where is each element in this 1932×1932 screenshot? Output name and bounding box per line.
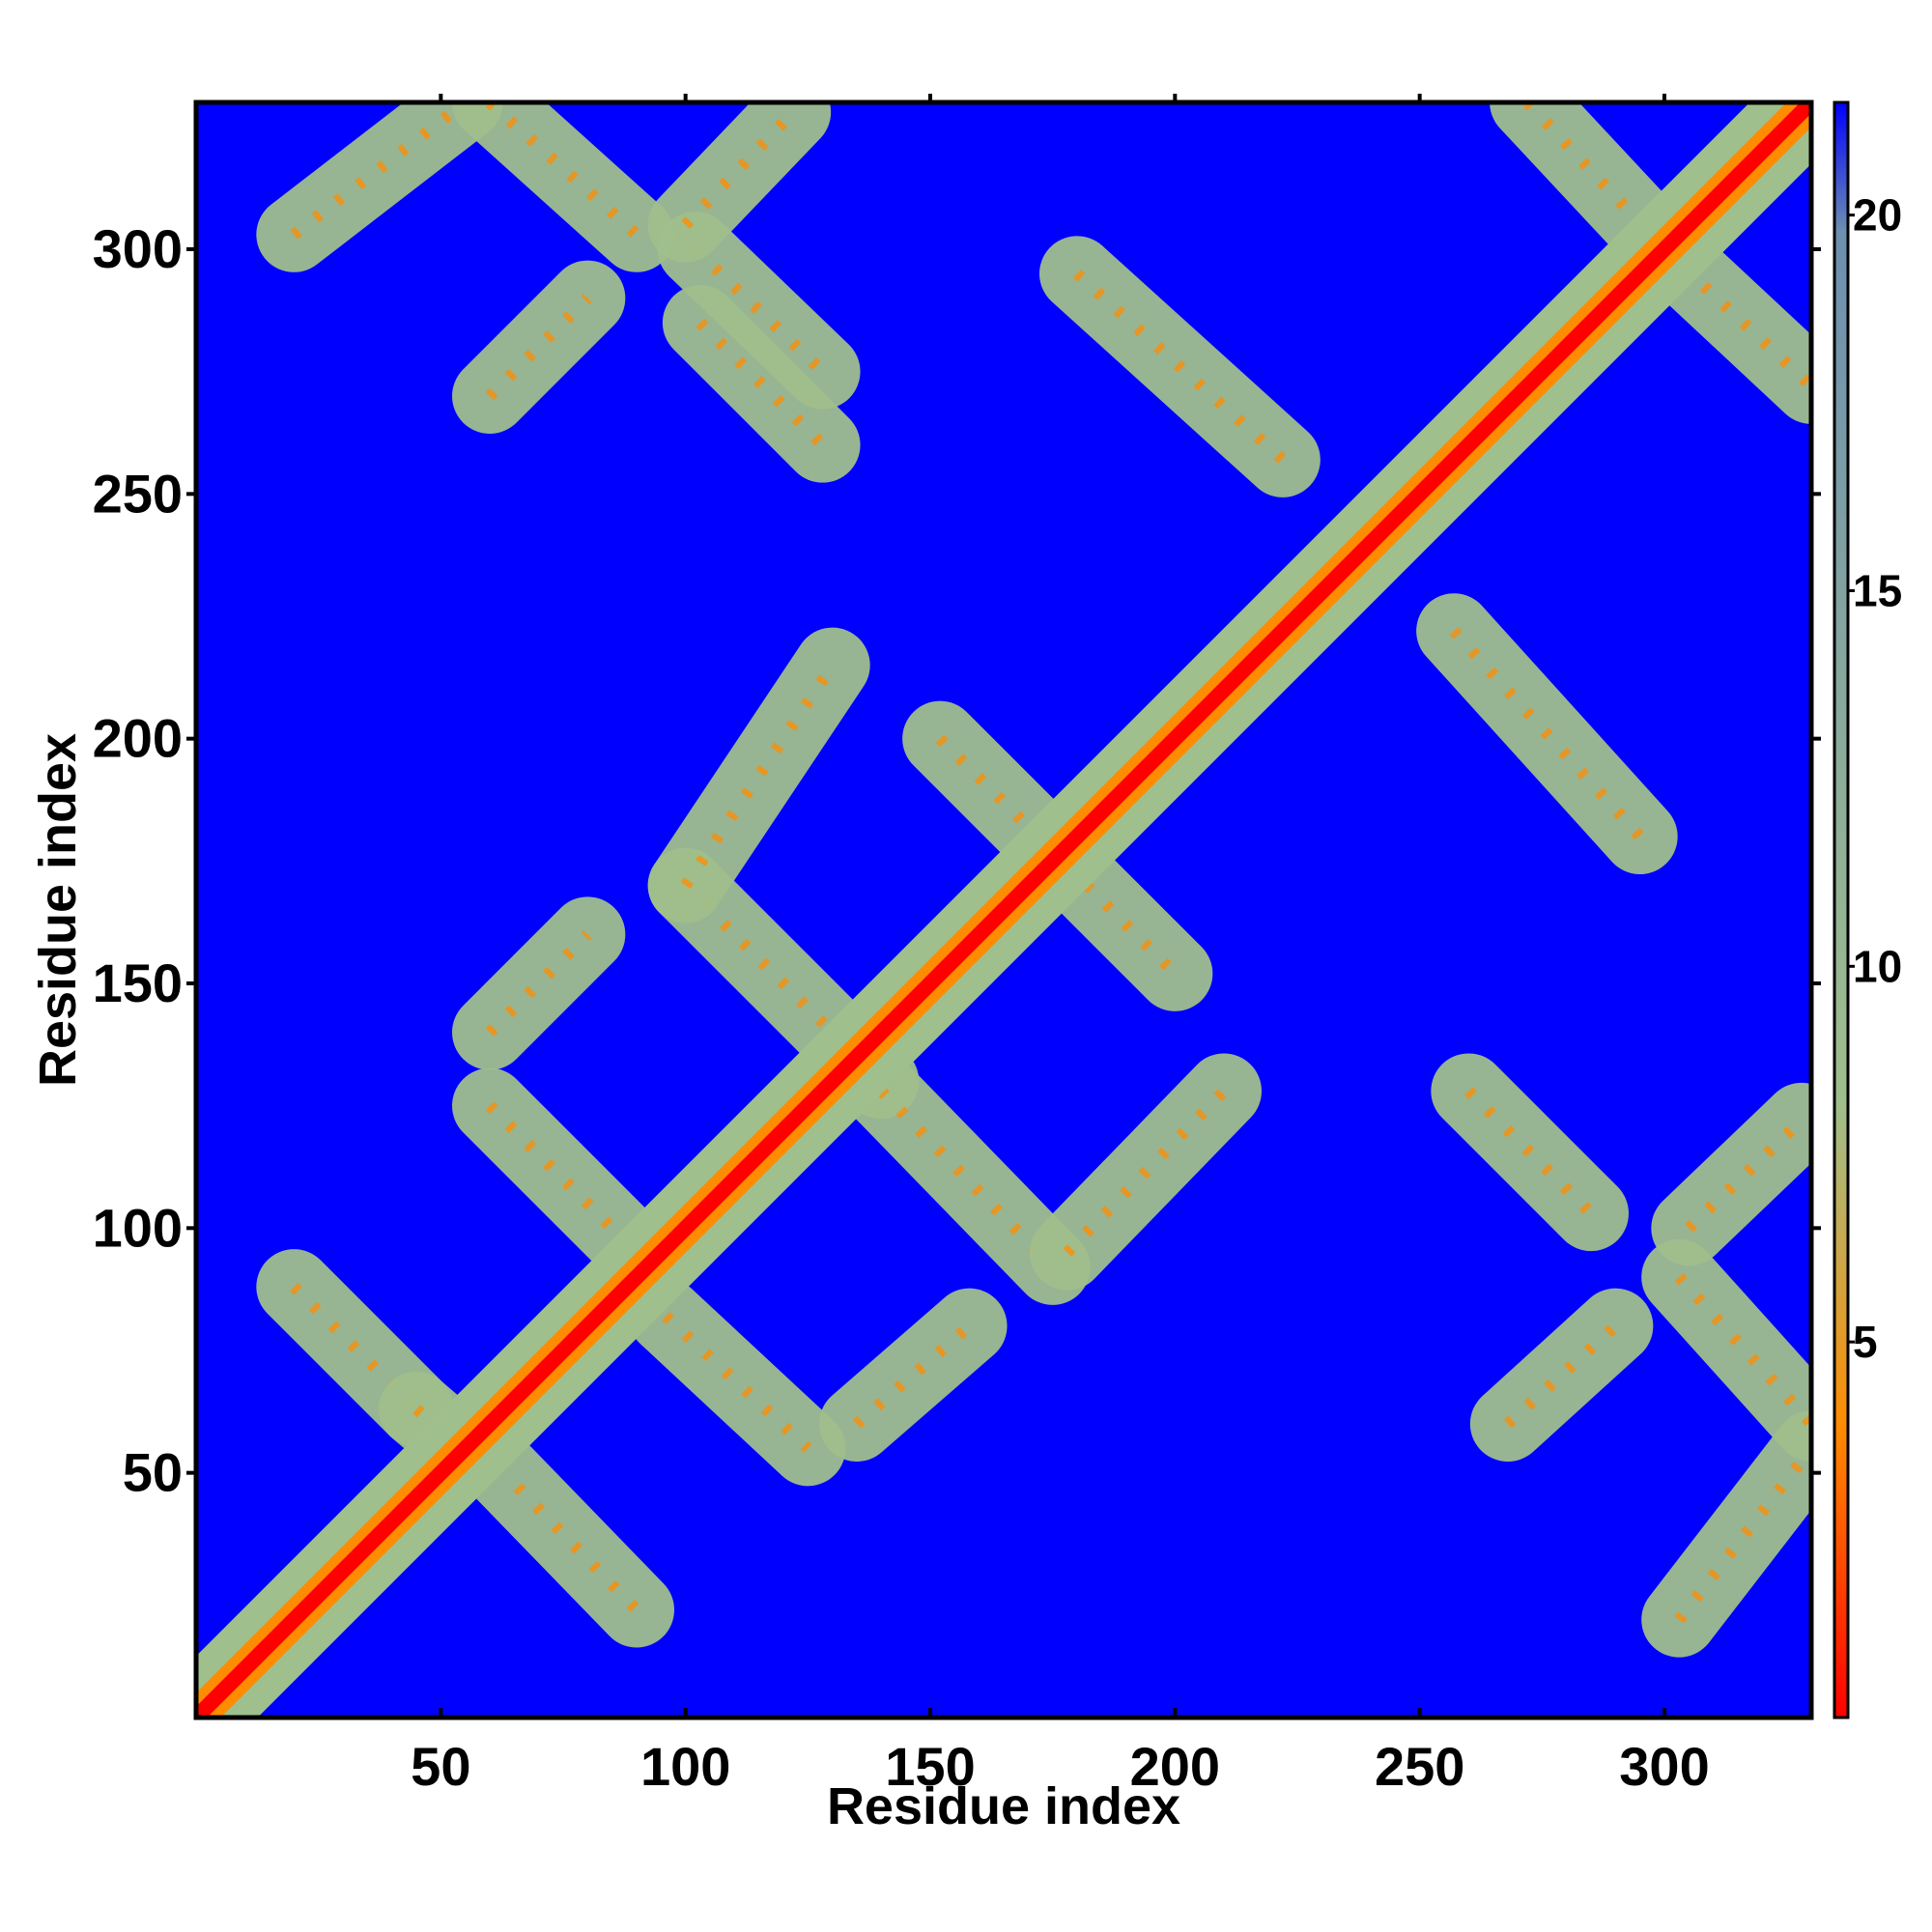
plot-frame — [193, 99, 1814, 1720]
contact-band-core-2 — [475, 1444, 641, 1614]
x-tick-label-50: 50 — [411, 1736, 470, 1797]
contact-band-core-4 — [662, 1312, 812, 1453]
x-tick-label-150: 150 — [885, 1736, 975, 1797]
x-axis-title: Residue index — [827, 1777, 1180, 1835]
x-tick-label-250: 250 — [1375, 1736, 1464, 1797]
contact-band-core-16 — [696, 318, 827, 449]
contact-band-23 — [452, 260, 626, 434]
colorbar-tick-label-20: 20 — [1853, 190, 1902, 241]
colorbar-tick-label-15: 15 — [1853, 565, 1902, 615]
y-tick-label-250: 250 — [93, 463, 183, 524]
contact-band-core-0 — [290, 1282, 421, 1414]
y-axis: 50 100 150 200 250 300 — [93, 218, 1821, 1503]
contact-band-26 — [1651, 1082, 1811, 1266]
x-tick-label-300: 300 — [1619, 1736, 1709, 1797]
contact-band-11 — [1049, 847, 1213, 1011]
x-axis: 50 100 150 200 250 300 — [411, 94, 1710, 1797]
contact-band-18 — [256, 102, 503, 272]
contact-band-core-7 — [681, 881, 886, 1086]
contact-band-17 — [1641, 1410, 1811, 1658]
contact-band-core-24 — [691, 244, 827, 376]
contact-band-6 — [452, 896, 626, 1070]
contact-band-core-15 — [1464, 1087, 1596, 1218]
contact-band-core-10 — [680, 662, 838, 889]
contact-band-core-19 — [1674, 1272, 1811, 1429]
y-tick-label-100: 100 — [93, 1197, 183, 1258]
y-tick-label-150: 150 — [93, 952, 183, 1013]
contact-band-core-13 — [1449, 627, 1645, 841]
x-tick-label-100: 100 — [640, 1736, 730, 1797]
y-tick-label-300: 300 — [93, 218, 183, 279]
contact-band-core-20 — [485, 102, 641, 240]
contact-band-12 — [902, 700, 1066, 865]
y-tick-label-200: 200 — [93, 708, 183, 769]
x-tick-label-200: 200 — [1130, 1736, 1220, 1797]
contact-band-8 — [843, 1053, 1091, 1305]
colorbar-tick-label-5: 5 — [1853, 1317, 1878, 1367]
contact-band-27 — [647, 102, 832, 263]
y-tick-label-50: 50 — [123, 1442, 183, 1503]
contact-band-core-14 — [1072, 269, 1287, 465]
contact-band-3 — [452, 1067, 674, 1291]
contact-band-5 — [819, 1288, 1008, 1462]
contact-band-core-21 — [1660, 244, 1811, 391]
colorbar-axis: 5 10 15 20 — [1848, 190, 1902, 1367]
contact-band-25 — [1469, 1288, 1654, 1462]
y-axis-title: Residue index — [29, 733, 87, 1087]
contact-band-core-9 — [1063, 1087, 1229, 1257]
diagonal-core — [196, 102, 1811, 1718]
colorbar-tick-label-10: 10 — [1853, 941, 1902, 991]
heatmap-diagonal — [196, 102, 1811, 1718]
colorbar — [1833, 100, 1850, 1719]
